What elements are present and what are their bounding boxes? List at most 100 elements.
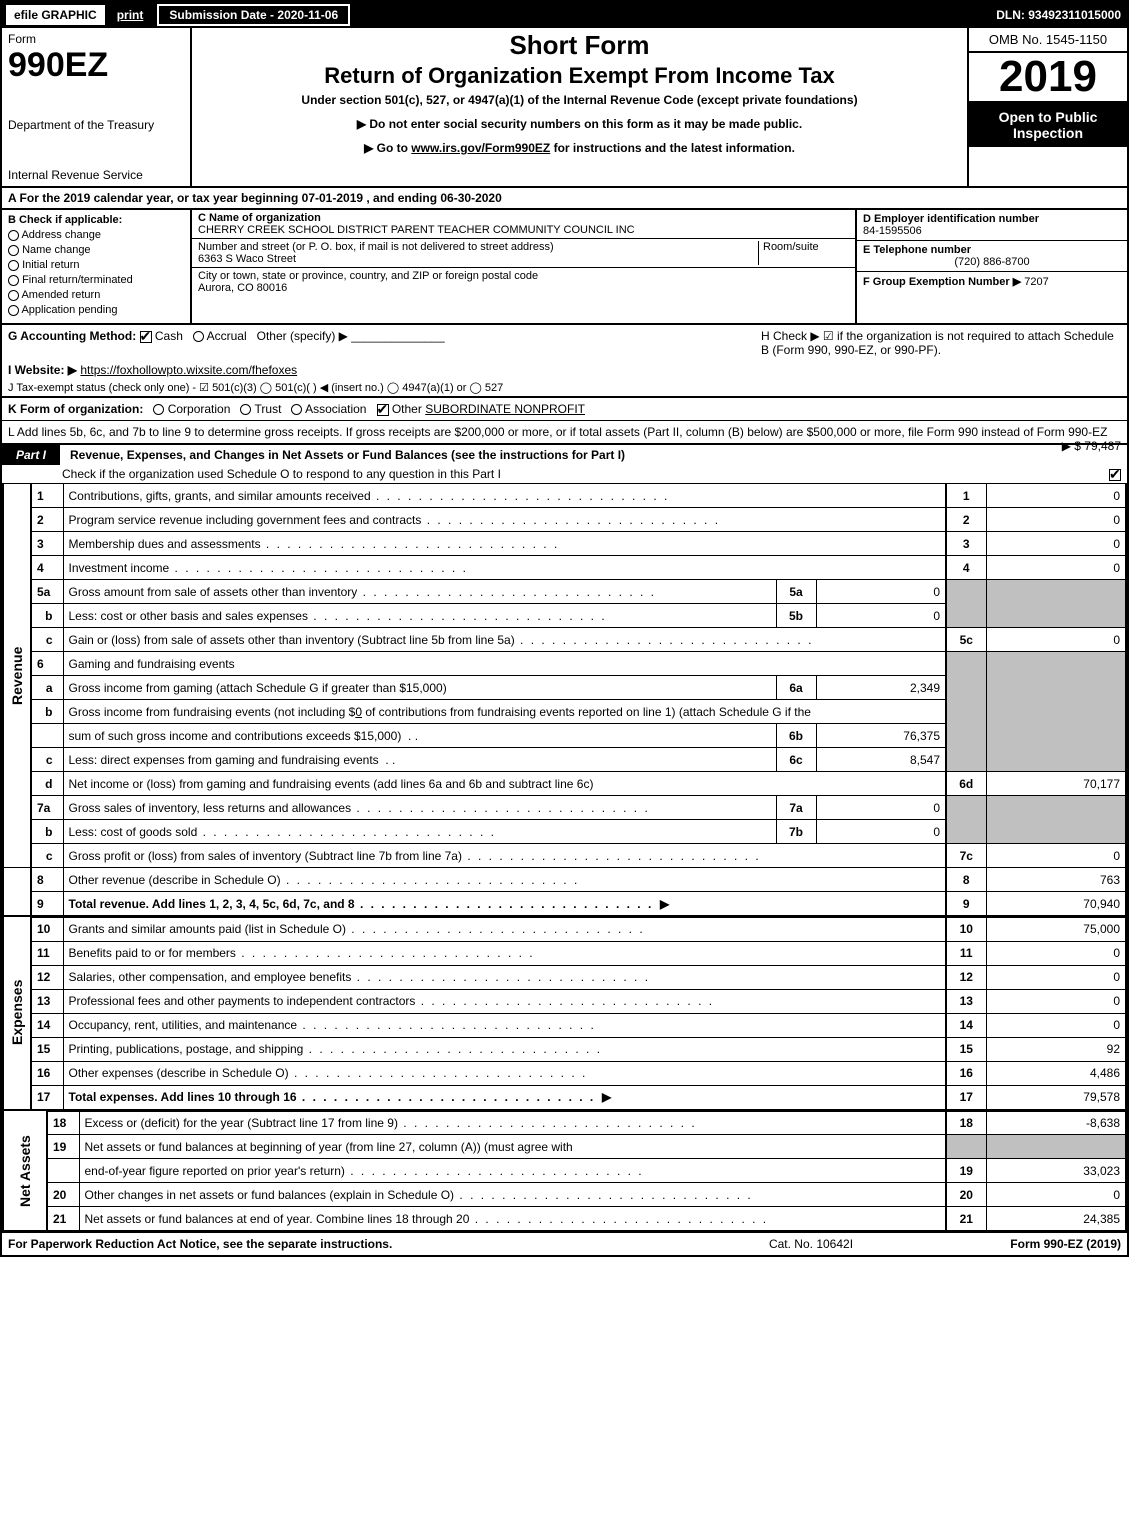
- expenses-side-label: Expenses: [3, 917, 31, 1109]
- check-final-return[interactable]: Final return/terminated: [8, 274, 184, 286]
- check-association[interactable]: [291, 404, 302, 415]
- row-j-tax-exempt: J Tax-exempt status (check only one) - ☑…: [2, 379, 1127, 398]
- instructions-pre: ▶ Go to: [364, 141, 411, 155]
- print-link[interactable]: print: [109, 5, 152, 25]
- form-title-2: Return of Organization Exempt From Incom…: [200, 63, 959, 89]
- org-form-label: K Form of organization:: [8, 402, 143, 416]
- ssn-warning: ▶ Do not enter social security numbers o…: [200, 117, 959, 131]
- net-assets-table: Net Assets 18 Excess or (deficit) for th…: [2, 1110, 1127, 1232]
- accounting-method: G Accounting Method: Cash Accrual Other …: [8, 329, 761, 357]
- header-right: OMB No. 1545-1150 2019 Open to Public In…: [967, 28, 1127, 186]
- submission-date-value: 2020-11-06: [277, 8, 338, 22]
- telephone-cell: E Telephone number (720) 886-8700: [857, 241, 1127, 272]
- ein-cell: D Employer identification number 84-1595…: [857, 210, 1127, 241]
- line-6d: d Net income or (loss) from gaming and f…: [3, 772, 1126, 796]
- line-5c: c Gain or (loss) from sale of assets oth…: [3, 628, 1126, 652]
- line-5a: 5a Gross amount from sale of assets othe…: [3, 580, 1126, 604]
- org-name-value: CHERRY CREEK SCHOOL DISTRICT PARENT TEAC…: [198, 224, 635, 236]
- line-6: 6 Gaming and fundraising events: [3, 652, 1126, 676]
- form-990ez-page: efile GRAPHIC print Submission Date - 20…: [0, 0, 1129, 1257]
- line-19-1: 19 Net assets or fund balances at beginn…: [3, 1135, 1126, 1159]
- row-k-org-form: K Form of organization: Corporation Trus…: [2, 398, 1127, 421]
- check-other-org[interactable]: [377, 404, 389, 416]
- efile-label: efile GRAPHIC: [6, 5, 105, 25]
- part-1-title: Revenue, Expenses, and Changes in Net As…: [60, 448, 625, 462]
- column-c: C Name of organization CHERRY CREEK SCHO…: [192, 210, 857, 323]
- revenue-side-label: Revenue: [3, 484, 31, 868]
- address-label: Number and street (or P. O. box, if mail…: [198, 241, 754, 253]
- public-inspection: Open to Public Inspection: [969, 101, 1127, 147]
- group-exemption-cell: F Group Exemption Number ▶ 7207: [857, 272, 1127, 291]
- check-amended-return[interactable]: Amended return: [8, 289, 184, 301]
- line-2: 2 Program service revenue including gove…: [3, 508, 1126, 532]
- line-7c: c Gross profit or (loss) from sales of i…: [3, 844, 1126, 868]
- check-name-change[interactable]: Name change: [8, 244, 184, 256]
- header-center: Short Form Return of Organization Exempt…: [192, 28, 967, 186]
- form-title-1: Short Form: [200, 30, 959, 61]
- line-12: 12Salaries, other compensation, and empl…: [3, 965, 1126, 989]
- form-header: Form 990EZ Department of the Treasury In…: [2, 28, 1127, 188]
- room-label: Room/suite: [763, 241, 819, 253]
- row-i-website: I Website: ▶ https://foxhollowpto.wixsit…: [2, 361, 1127, 379]
- telephone-label: E Telephone number: [863, 244, 1121, 256]
- check-accrual[interactable]: [193, 331, 204, 342]
- line-3: 3 Membership dues and assessments 3 0: [3, 532, 1126, 556]
- line-17: 17Total expenses. Add lines 10 through 1…: [3, 1085, 1126, 1109]
- catalog-number: Cat. No. 10642I: [701, 1237, 921, 1251]
- other-org-value: SUBORDINATE NONPROFIT: [425, 402, 585, 416]
- instructions-link-line: ▶ Go to www.irs.gov/Form990EZ for instru…: [200, 141, 959, 155]
- line-9: 9 Total revenue. Add lines 1, 2, 3, 4, 5…: [3, 892, 1126, 916]
- dept-irs: Internal Revenue Service: [8, 168, 184, 182]
- group-exemption-value: 7207: [1024, 276, 1048, 288]
- org-name-label: C Name of organization: [198, 212, 849, 224]
- line-1: Revenue 1 Contributions, gifts, grants, …: [3, 484, 1126, 508]
- city-value: Aurora, CO 80016: [198, 282, 287, 294]
- city-label: City or town, state or province, country…: [198, 270, 849, 282]
- line-18: Net Assets 18 Excess or (deficit) for th…: [3, 1111, 1126, 1135]
- ein-value: 84-1595506: [863, 225, 1121, 237]
- form-footer-label: Form 990-EZ (2019): [921, 1237, 1121, 1251]
- top-bar: efile GRAPHIC print Submission Date - 20…: [2, 2, 1127, 28]
- website-label: I Website: ▶: [8, 363, 77, 377]
- dept-treasury: Department of the Treasury: [8, 118, 184, 132]
- website-url[interactable]: https://foxhollowpto.wixsite.com/fhefoxe…: [80, 363, 297, 377]
- city-cell: City or town, state or province, country…: [192, 268, 855, 296]
- telephone-value: (720) 886-8700: [863, 256, 1121, 268]
- check-application-pending[interactable]: Application pending: [8, 304, 184, 316]
- line-13: 13Professional fees and other payments t…: [3, 989, 1126, 1013]
- submission-date-label: Submission Date -: [169, 8, 277, 22]
- part-1-sub-label: Check if the organization used Schedule …: [62, 467, 501, 481]
- form-label: Form: [8, 32, 184, 46]
- check-trust[interactable]: [240, 404, 251, 415]
- row-l-amount: ▶ $ 79,487: [1062, 439, 1121, 453]
- omb-number: OMB No. 1545-1150: [969, 28, 1127, 53]
- check-initial-return[interactable]: Initial return: [8, 259, 184, 271]
- page-footer: For Paperwork Reduction Act Notice, see …: [2, 1231, 1127, 1255]
- instructions-link[interactable]: www.irs.gov/Form990EZ: [411, 141, 550, 155]
- schedule-b-check: H Check ▶ ☑ if the organization is not r…: [761, 329, 1121, 357]
- net-assets-side-label: Net Assets: [3, 1111, 47, 1231]
- form-number: 990EZ: [8, 48, 184, 82]
- line-15: 15Printing, publications, postage, and s…: [3, 1037, 1126, 1061]
- check-cash[interactable]: [140, 331, 152, 343]
- part-1-label: Part I: [2, 445, 60, 465]
- info-block: B Check if applicable: Address change Na…: [2, 210, 1127, 325]
- column-b: B Check if applicable: Address change Na…: [2, 210, 192, 323]
- header-left: Form 990EZ Department of the Treasury In…: [2, 28, 192, 186]
- part-1-subtext: Check if the organization used Schedule …: [2, 465, 1127, 483]
- row-g-accounting: G Accounting Method: Cash Accrual Other …: [2, 325, 1127, 361]
- check-corporation[interactable]: [153, 404, 164, 415]
- ein-label: D Employer identification number: [863, 213, 1121, 225]
- instructions-post: for instructions and the latest informat…: [550, 141, 795, 155]
- line-16: 16Other expenses (describe in Schedule O…: [3, 1061, 1126, 1085]
- line-20: 20Other changes in net assets or fund ba…: [3, 1183, 1126, 1207]
- check-address-change[interactable]: Address change: [8, 229, 184, 241]
- address-value: 6363 S Waco Street: [198, 253, 296, 265]
- submission-date-box: Submission Date - 2020-11-06: [157, 4, 350, 26]
- col-b-header: B Check if applicable:: [8, 214, 184, 226]
- revenue-table: Revenue 1 Contributions, gifts, grants, …: [2, 483, 1127, 916]
- column-d: D Employer identification number 84-1595…: [857, 210, 1127, 323]
- expenses-table: Expenses 10 Grants and similar amounts p…: [2, 916, 1127, 1110]
- check-schedule-o-part1[interactable]: [1109, 469, 1121, 481]
- line-10: Expenses 10 Grants and similar amounts p…: [3, 917, 1126, 941]
